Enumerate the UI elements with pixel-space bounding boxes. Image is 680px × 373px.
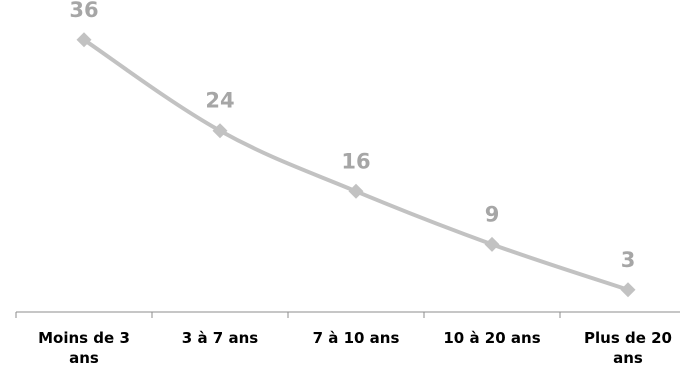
data-point-marker [348,183,364,199]
x-axis [15,311,680,318]
x-tick-label: 10 à 20 ans [443,329,540,347]
x-tick-label-line: ans [613,349,643,367]
x-tick-label-line: 7 à 10 ans [313,329,400,347]
data-label: 9 [485,202,500,226]
data-point-marker [212,123,228,139]
x-tick-label: Moins de 3 ans [38,329,130,367]
x-tick-label-line: Plus de 20 [584,329,672,347]
data-point-marker [484,236,500,252]
x-tick-label: 7 à 10 ans [313,329,400,347]
x-tick-label-line: Moins de 3 [38,329,130,347]
data-label: 16 [341,149,370,173]
x-tick-label: Plus de 20 ans [584,329,672,367]
data-point-marker [76,32,92,48]
data-point-marker [620,282,636,298]
x-tick-label: 3 à 7 ans [182,329,258,347]
data-label: 24 [205,89,234,113]
series-layer [76,32,636,298]
x-tick-label-line: ans [69,349,99,367]
x-tick-label-line: 3 à 7 ans [182,329,258,347]
x-tick-labels: Moins de 3 ans 3 à 7 ans 7 à 10 ans 10 à 20 … [38,329,672,367]
data-labels: 36 24 16 9 3 [69,0,635,272]
x-tick-label-line: 10 à 20 ans [443,329,540,347]
data-label: 3 [621,248,636,272]
data-label: 36 [69,0,98,22]
